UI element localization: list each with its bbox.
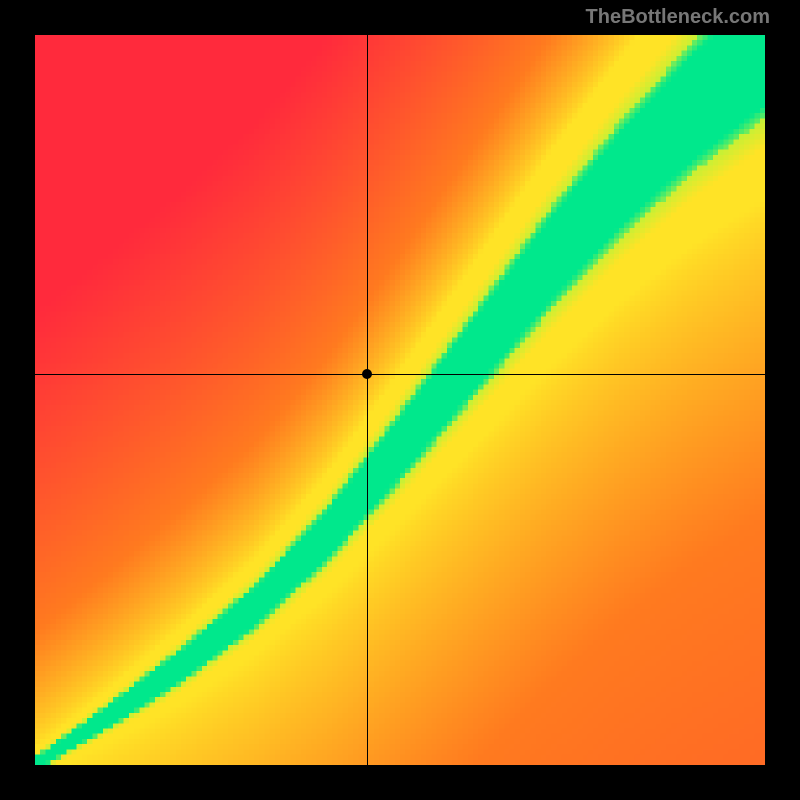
bottleneck-heatmap (35, 35, 765, 765)
selection-marker (362, 369, 372, 379)
chart-container: { "watermark": { "text": "TheBottleneck.… (0, 0, 800, 800)
crosshair-horizontal (35, 374, 765, 375)
crosshair-vertical (367, 35, 368, 765)
watermark-text: TheBottleneck.com (586, 6, 770, 29)
